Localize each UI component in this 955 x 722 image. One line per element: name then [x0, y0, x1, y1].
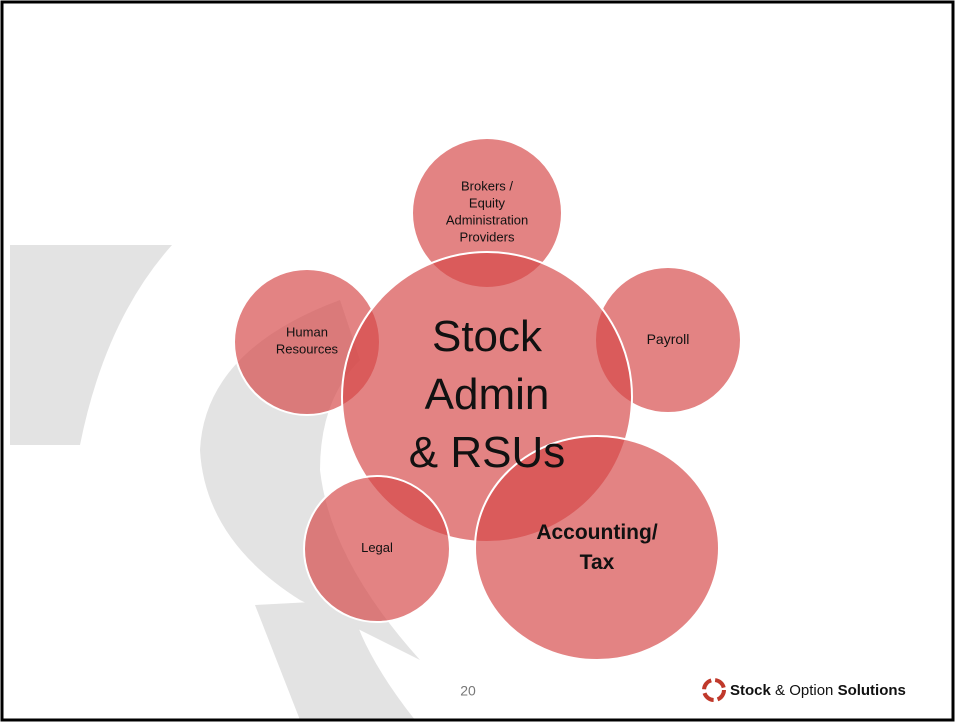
logo-icon — [702, 678, 726, 702]
node-label: Payroll — [647, 331, 690, 347]
node-label: Accounting/Tax — [536, 521, 657, 574]
diagram: Stock Admin & RSUs Brokers / Equity Administr… — [233, 137, 742, 661]
label-line: Equity — [469, 196, 506, 211]
node-label: Human Resources — [276, 325, 339, 357]
logo-part: & Option — [771, 682, 838, 699]
label-line: Providers — [460, 230, 515, 245]
label-line: Admin — [425, 370, 550, 419]
page-number: 20 — [460, 683, 476, 699]
label-line: Legal — [361, 540, 393, 555]
logo: Stock & Option Solutions — [702, 678, 906, 702]
label-line: Brokers / — [461, 179, 513, 194]
node-circle — [303, 475, 451, 623]
watermark-shape — [255, 600, 415, 720]
node-circle — [474, 435, 720, 661]
node-label: Brokers / Equity Administration Providers — [446, 179, 528, 245]
label-line: Resources — [276, 342, 339, 357]
label-line: Payroll — [647, 331, 690, 347]
label-line: Human — [286, 325, 328, 340]
label-line: Tax — [580, 551, 615, 574]
logo-part: Solutions — [838, 682, 906, 699]
label-line: Administration — [446, 213, 528, 228]
logo-text: Stock & Option Solutions — [730, 682, 906, 699]
node-label: Legal — [361, 540, 393, 555]
watermark-shape — [10, 245, 172, 445]
node-label: Stock Admin & RSUs — [409, 312, 565, 477]
label-line: Stock — [432, 312, 543, 361]
logo-part: Stock — [730, 682, 772, 699]
label-line: Accounting/ — [536, 521, 657, 544]
label-line: & RSUs — [409, 428, 565, 477]
